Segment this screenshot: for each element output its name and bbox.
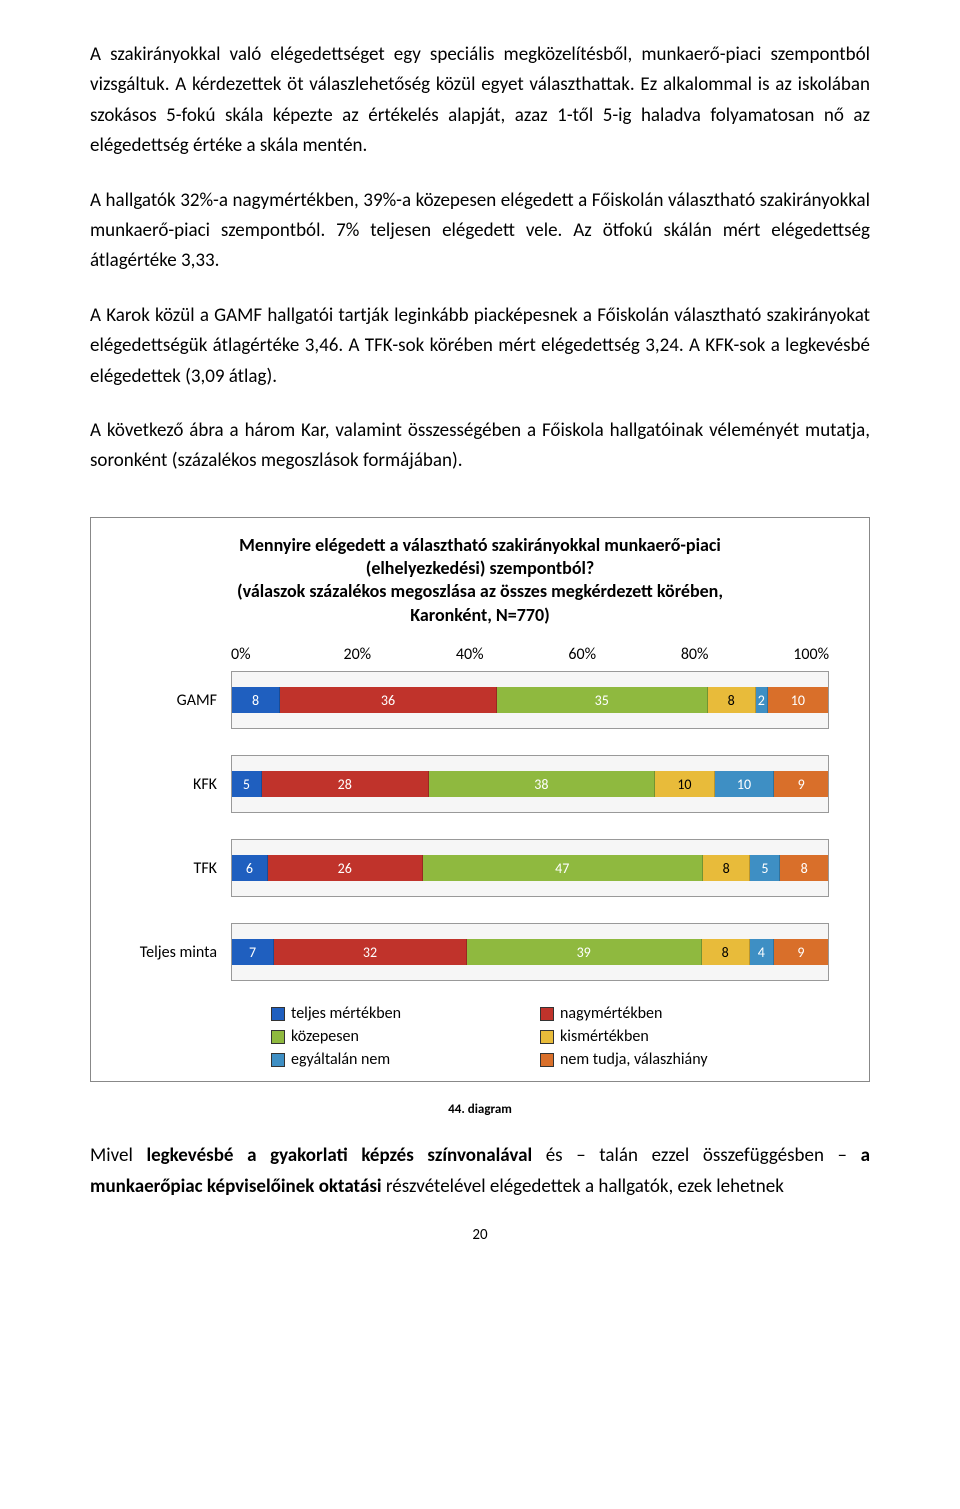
legend-swatch: [540, 1007, 554, 1021]
bar-segment: 10: [715, 771, 775, 797]
bar-segment: 7: [232, 939, 274, 965]
x-axis-tick: 20%: [343, 645, 455, 664]
chart-title-line-3: (válaszok százalékos megoszlása az össze…: [237, 580, 723, 602]
p5-bold-1: legkevésbé a gyakorlati képzés színvonal…: [146, 1144, 532, 1167]
bar-segment: 8: [780, 855, 828, 881]
bar-track: 62647858: [231, 839, 829, 897]
bar-track: 836358210: [231, 671, 829, 729]
paragraph-4: A következő ábra a három Kar, valamint ö…: [90, 416, 870, 477]
bar-segment: 9: [774, 939, 828, 965]
legend-swatch: [271, 1030, 285, 1044]
bar-segment: 32: [274, 939, 467, 965]
legend-label: nagymértékben: [560, 1004, 662, 1023]
legend-label: teljes mértékben: [291, 1004, 401, 1023]
legend-label: nem tudja, válaszhiány: [560, 1050, 708, 1069]
page-number: 20: [90, 1226, 870, 1244]
bar-segment: 5: [232, 771, 262, 797]
p5-mid: és – talán ezzel összefüggésben –: [532, 1144, 860, 1167]
paragraph-5: Mivel legkevésbé a gyakorlati képzés szí…: [90, 1141, 870, 1202]
chart-title-line-1: Mennyire elégedett a választható szakirá…: [239, 534, 721, 556]
bar-stack: 836358210: [232, 687, 828, 713]
bars-area: GAMF836358210KFK5283810109TFK62647858Tel…: [111, 668, 849, 984]
bar-segment: 26: [268, 855, 423, 881]
bar-segment: 9: [774, 771, 828, 797]
bar-segment: 10: [768, 687, 828, 713]
bar-stack: 73239849: [232, 939, 828, 965]
bar-segment: 6: [232, 855, 268, 881]
bar-segment: 47: [423, 855, 703, 881]
chart-title-line-2: (elhelyezkedési) szempontból?: [366, 557, 595, 579]
bar-category-label: Teljes minta: [111, 943, 231, 962]
x-axis: 0%20%40%60%80%100%: [231, 645, 829, 664]
bar-segment: 5: [750, 855, 780, 881]
bar-row: Teljes minta73239849: [111, 920, 849, 984]
bar-segment: 38: [429, 771, 655, 797]
legend-swatch: [540, 1030, 554, 1044]
chart-container: Mennyire elégedett a választható szakirá…: [90, 517, 870, 1083]
bar-stack: 62647858: [232, 855, 828, 881]
bar-row: TFK62647858: [111, 836, 849, 900]
bar-category-label: GAMF: [111, 691, 231, 710]
legend-label: kismértékben: [560, 1027, 649, 1046]
paragraph-2: A hallgatók 32%-a nagymértékben, 39%-a k…: [90, 186, 870, 277]
chart-title-line-4: Karonként, N=770): [410, 604, 549, 626]
legend-item: kismértékben: [540, 1027, 769, 1046]
bar-track: 73239849: [231, 923, 829, 981]
bar-category-label: TFK: [111, 859, 231, 878]
bar-segment: 39: [467, 939, 702, 965]
chart-legend: teljes mértékben nagymértékben közepesen ki…: [271, 1004, 769, 1069]
legend-item: teljes mértékben: [271, 1004, 500, 1023]
bar-segment: 2: [756, 687, 768, 713]
bar-row: KFK5283810109: [111, 752, 849, 816]
bar-segment: 36: [280, 687, 497, 713]
bar-segment: 10: [655, 771, 715, 797]
bar-segment: 35: [497, 687, 708, 713]
bar-category-label: KFK: [111, 775, 231, 794]
bar-segment: 8: [708, 687, 756, 713]
bar-segment: 28: [262, 771, 429, 797]
legend-item: nagymértékben: [540, 1004, 769, 1023]
legend-item: közepesen: [271, 1027, 500, 1046]
bar-stack: 5283810109: [232, 771, 828, 797]
x-axis-tick: 60%: [568, 645, 680, 664]
legend-swatch: [271, 1053, 285, 1067]
chart-title: Mennyire elégedett a választható szakirá…: [111, 534, 849, 628]
paragraph-3: A Karok közül a GAMF hallgatói tartják l…: [90, 301, 870, 392]
x-axis-tick: 100%: [793, 645, 829, 664]
x-axis-tick: 0%: [231, 645, 343, 664]
p5-suffix: részvételével elégedettek a hallgatók, e…: [382, 1175, 784, 1198]
bar-segment: 8: [232, 687, 280, 713]
legend-swatch: [271, 1007, 285, 1021]
chart-caption: 44. diagram: [90, 1102, 870, 1117]
p5-prefix: Mivel: [90, 1144, 146, 1167]
bar-segment: 8: [702, 939, 750, 965]
legend-swatch: [540, 1053, 554, 1067]
bar-row: GAMF836358210: [111, 668, 849, 732]
paragraph-1: A szakirányokkal való elégedettséget egy…: [90, 40, 870, 162]
bar-track: 5283810109: [231, 755, 829, 813]
legend-label: egyáltalán nem: [291, 1050, 390, 1069]
legend-item: nem tudja, válaszhiány: [540, 1050, 769, 1069]
x-axis-tick: 80%: [681, 645, 793, 664]
bar-segment: 8: [703, 855, 751, 881]
legend-label: közepesen: [291, 1027, 359, 1046]
x-axis-tick: 40%: [456, 645, 568, 664]
bar-segment: 4: [750, 939, 774, 965]
legend-item: egyáltalán nem: [271, 1050, 500, 1069]
